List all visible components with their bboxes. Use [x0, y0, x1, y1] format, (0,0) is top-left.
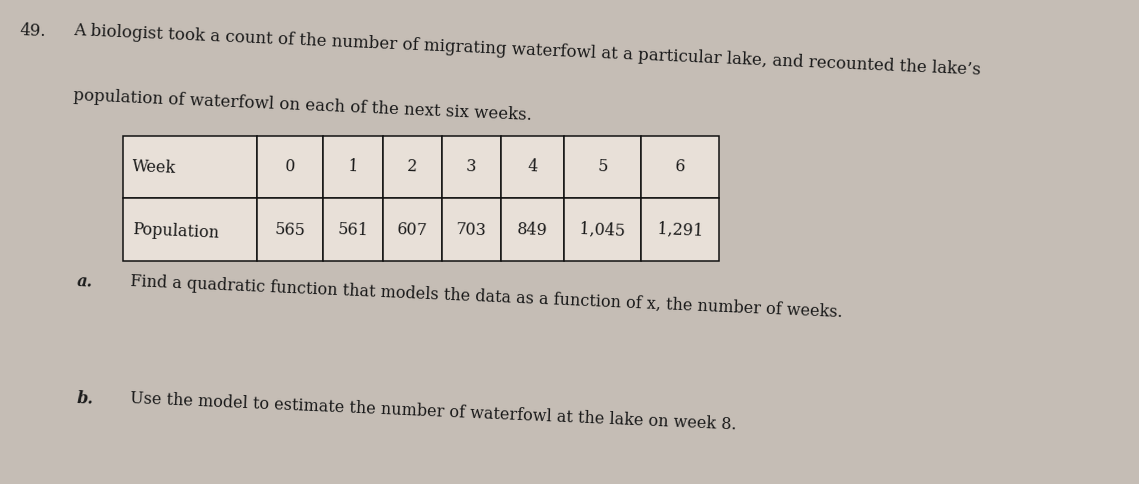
Bar — [501, 136, 564, 198]
Bar — [323, 198, 383, 261]
Text: Population: Population — [132, 221, 219, 242]
Bar — [641, 198, 719, 261]
Text: 849: 849 — [517, 221, 548, 239]
Bar — [123, 136, 257, 198]
Bar — [383, 198, 442, 261]
Text: b.: b. — [76, 390, 95, 408]
Text: 1,291: 1,291 — [657, 220, 703, 240]
Text: 3: 3 — [466, 158, 477, 176]
Bar — [123, 198, 257, 261]
Text: Week: Week — [132, 158, 177, 178]
Text: 607: 607 — [396, 221, 428, 239]
Text: 5: 5 — [597, 158, 608, 176]
Text: 0: 0 — [285, 158, 296, 176]
Text: Find a quadratic function that models the data as a function of x, the number of: Find a quadratic function that models th… — [130, 273, 843, 321]
Text: 6: 6 — [674, 158, 686, 176]
Bar — [257, 198, 323, 261]
Text: 1: 1 — [347, 158, 359, 176]
Bar — [323, 136, 383, 198]
Text: 49.: 49. — [19, 22, 47, 40]
Bar — [442, 136, 501, 198]
Bar — [383, 136, 442, 198]
Text: 703: 703 — [456, 221, 487, 239]
Text: population of waterfowl on each of the next six weeks.: population of waterfowl on each of the n… — [73, 87, 532, 124]
Text: a.: a. — [76, 273, 93, 291]
Bar — [501, 198, 564, 261]
Bar — [564, 136, 641, 198]
Bar — [257, 136, 323, 198]
Bar — [641, 136, 719, 198]
Bar — [442, 198, 501, 261]
Bar — [564, 198, 641, 261]
Text: 2: 2 — [407, 158, 418, 176]
Text: 561: 561 — [337, 221, 369, 239]
Text: 565: 565 — [274, 221, 306, 239]
Text: Use the model to estimate the number of waterfowl at the lake on week 8.: Use the model to estimate the number of … — [130, 390, 737, 433]
Text: A biologist took a count of the number of migrating waterfowl at a particular la: A biologist took a count of the number o… — [73, 22, 982, 78]
Text: 1,045: 1,045 — [580, 220, 625, 240]
Text: 4: 4 — [527, 158, 538, 176]
